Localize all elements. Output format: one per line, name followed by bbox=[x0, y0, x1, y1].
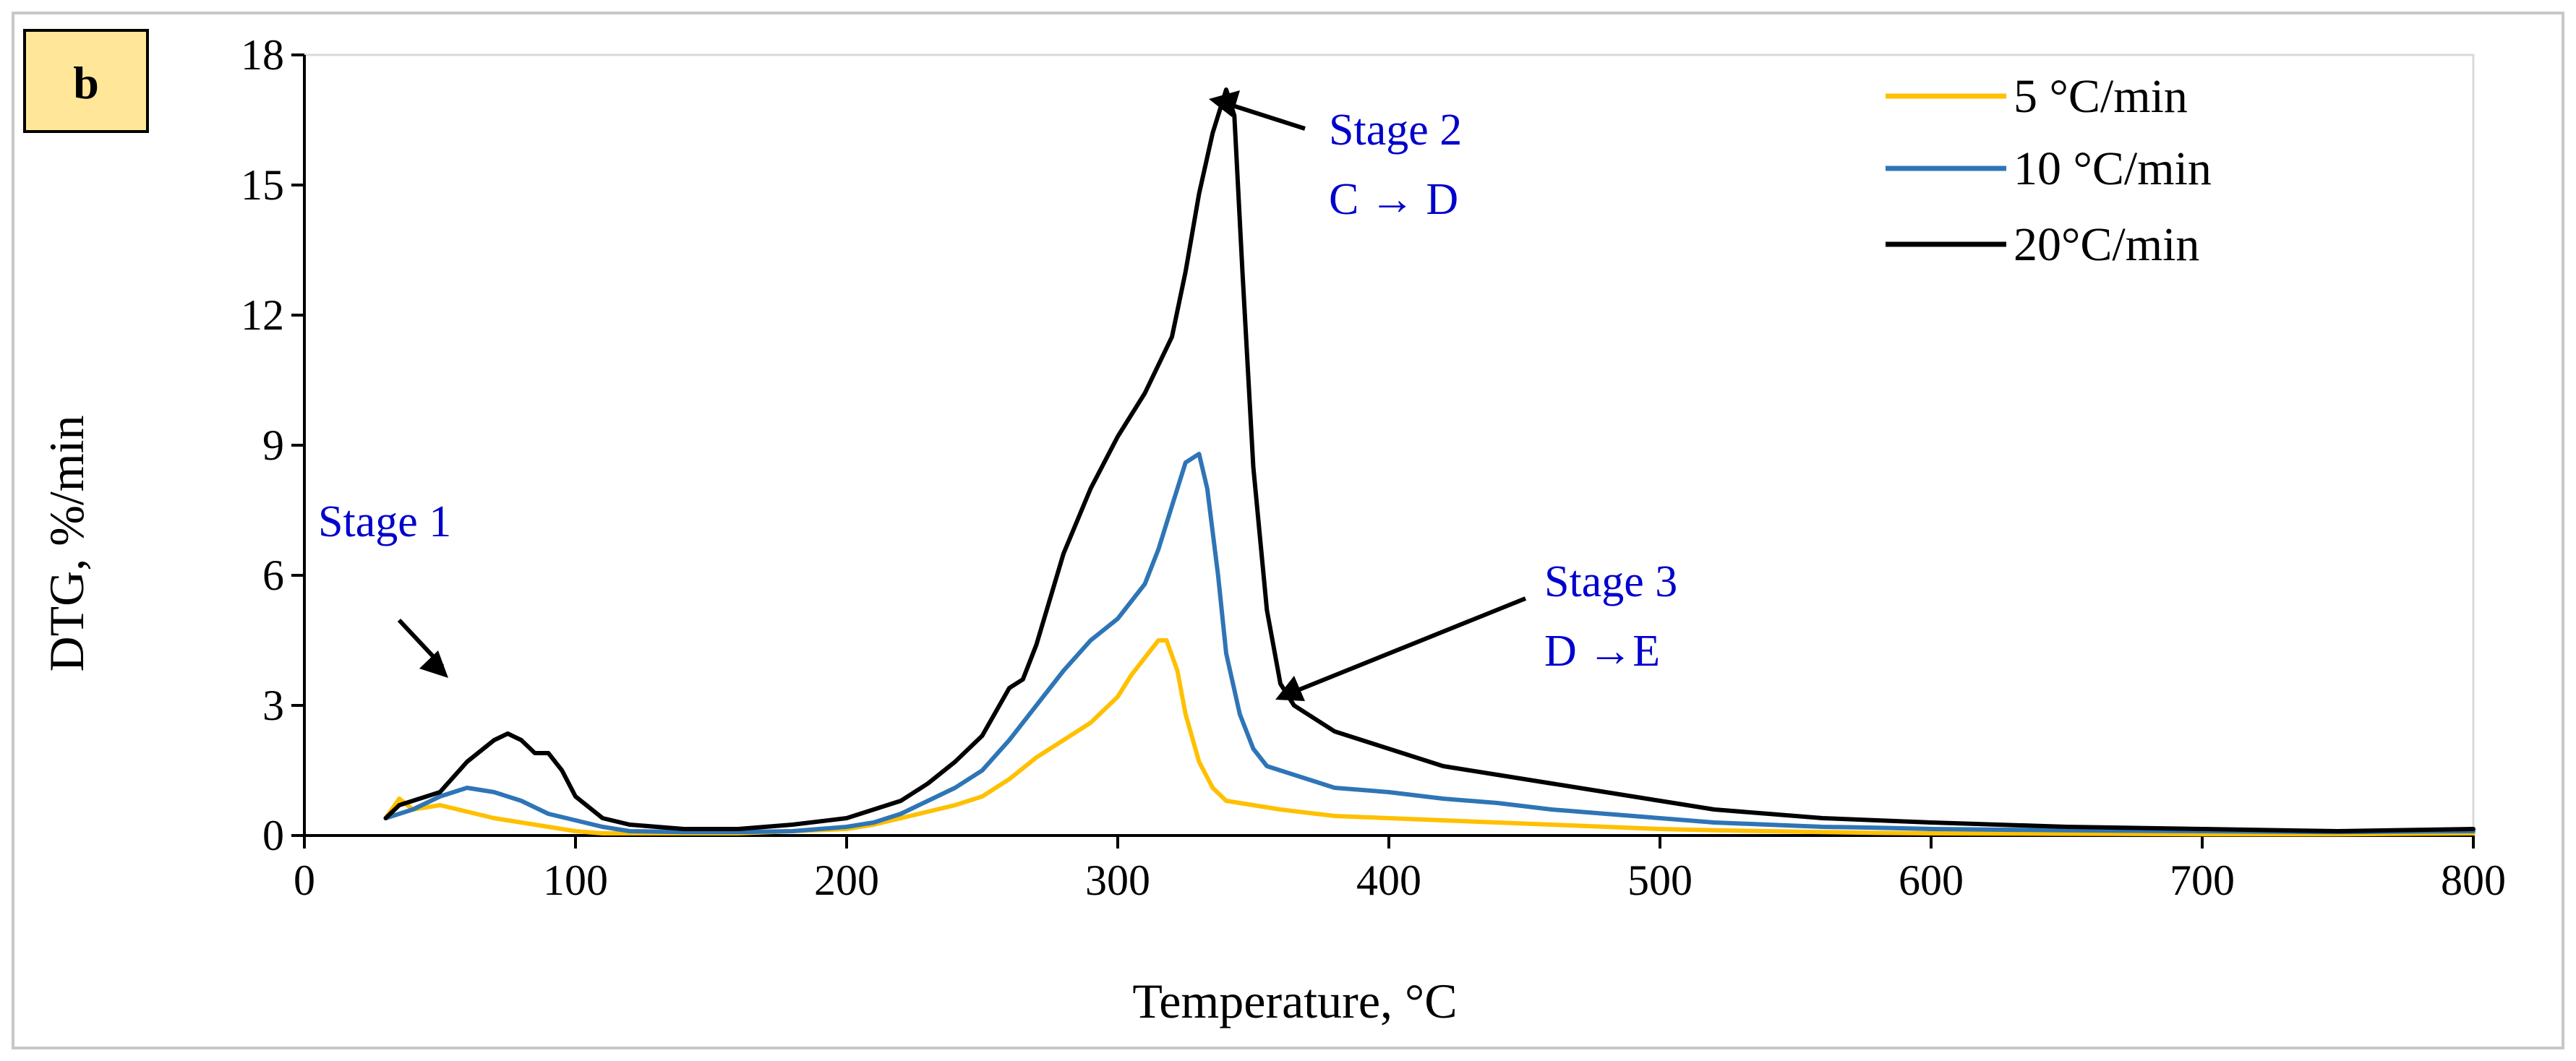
y-tick-label: 0 bbox=[262, 812, 284, 859]
y-tick-label: 12 bbox=[241, 291, 284, 339]
y-tick-label: 9 bbox=[262, 421, 284, 469]
panel-label-box: b bbox=[23, 29, 149, 133]
x-tick-label: 600 bbox=[1899, 856, 1964, 904]
y-axis-title: DTG, %/min bbox=[39, 415, 94, 671]
legend-label-20: 20°C/min bbox=[2014, 218, 2199, 271]
series-5-c-per-min bbox=[383, 638, 2476, 837]
x-tick-label: 800 bbox=[2441, 856, 2506, 904]
annotation-stage-3: Stage 3 D →E bbox=[1275, 557, 1677, 701]
panel-label: b bbox=[73, 57, 99, 108]
legend-label-5: 5 °C/min bbox=[2014, 70, 2188, 123]
stage-2-arrowhead bbox=[1209, 90, 1240, 117]
stage-3-line2: D →E bbox=[1544, 627, 1660, 676]
stage-3-line1: Stage 3 bbox=[1544, 557, 1677, 606]
x-tick-label: 200 bbox=[814, 856, 879, 904]
x-axis-title: Temperature, °C bbox=[1132, 974, 1457, 1028]
x-tick-label: 100 bbox=[543, 856, 608, 904]
series-layer bbox=[383, 87, 2476, 837]
annotation-stage-1: Stage 1 bbox=[318, 497, 451, 678]
x-tick-label: 400 bbox=[1356, 856, 1421, 904]
stage-3-arrowhead bbox=[1275, 676, 1305, 701]
stage-1-arrowhead bbox=[419, 650, 448, 678]
y-tick-label: 6 bbox=[262, 551, 284, 599]
legend: 5 °C/min 10 °C/min 20°C/min bbox=[1886, 70, 2212, 271]
x-tick-label: 500 bbox=[1627, 856, 1693, 904]
stage-3-arrow bbox=[1296, 596, 1527, 692]
annotation-stage-2: Stage 2 C → D bbox=[1209, 90, 1462, 224]
y-tick-label: 15 bbox=[241, 161, 284, 209]
stage-1-label: Stage 1 bbox=[318, 497, 451, 546]
x-tick-label: 0 bbox=[294, 856, 315, 904]
x-tick-label: 300 bbox=[1085, 856, 1150, 904]
outer-frame bbox=[12, 12, 2564, 1049]
series-10-c-per-min bbox=[383, 452, 2476, 835]
stage-2-line1: Stage 2 bbox=[1329, 106, 1462, 155]
x-tick-label: 700 bbox=[2170, 856, 2235, 904]
series-20-c-per-min bbox=[383, 87, 2476, 833]
stage-2-line2: C → D bbox=[1329, 175, 1458, 224]
stage-2-arrow bbox=[1232, 103, 1306, 131]
y-tick-label: 18 bbox=[241, 31, 284, 79]
legend-label-10: 10 °C/min bbox=[2014, 142, 2212, 195]
y-tick-label: 3 bbox=[262, 682, 284, 729]
